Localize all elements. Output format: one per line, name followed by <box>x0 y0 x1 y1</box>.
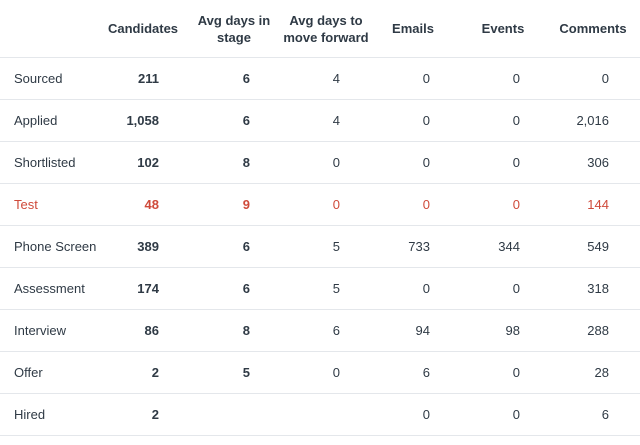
avg-days-in-stage: 5 <box>242 365 250 380</box>
events-count: 0 <box>512 71 520 86</box>
comments-count: 0 <box>601 71 609 86</box>
emails-count: 0 <box>422 407 430 422</box>
table-row[interactable]: Test 48 9 0 0 0 144 <box>0 184 640 226</box>
comments-count: 306 <box>587 155 609 170</box>
comments-count: 549 <box>587 239 609 254</box>
avg-days-move-forward: 5 <box>332 239 340 254</box>
table-header: Candidates Avg days in stage Avg days to m… <box>0 0 640 58</box>
avg-days-move-forward: 4 <box>332 113 340 128</box>
header-stage <box>0 0 90 57</box>
table-body: Sourced 211 6 4 0 0 0 Applied 1,058 6 4 0 0 2,016 Shor… <box>0 58 640 436</box>
header-avg-days-move-forward[interactable]: Avg days to move forward <box>283 12 369 45</box>
candidates-count: 2 <box>151 365 159 380</box>
avg-days-move-forward: 0 <box>332 197 340 212</box>
stage-name[interactable]: Applied <box>14 113 58 128</box>
stage-name[interactable]: Shortlisted <box>14 155 76 170</box>
table-row[interactable]: Offer 2 5 0 6 0 28 <box>0 352 640 394</box>
events-count: 98 <box>505 323 520 338</box>
stage-name[interactable]: Sourced <box>14 71 63 86</box>
events-count: 344 <box>498 239 520 254</box>
stage-name[interactable]: Interview <box>14 323 67 338</box>
candidates-count: 102 <box>137 155 159 170</box>
avg-days-in-stage: 6 <box>242 71 250 86</box>
table-row[interactable]: Shortlisted 102 8 0 0 0 306 <box>0 142 640 184</box>
candidates-count: 389 <box>137 239 159 254</box>
table-row[interactable]: Interview 86 8 6 94 98 288 <box>0 310 640 352</box>
table-row[interactable]: Hired 2 0 0 6 <box>0 394 640 436</box>
avg-days-move-forward: 5 <box>332 281 340 296</box>
events-count: 0 <box>512 155 520 170</box>
events-count: 0 <box>512 281 520 296</box>
avg-days-in-stage: 6 <box>242 239 250 254</box>
comments-count: 28 <box>594 365 609 380</box>
emails-count: 0 <box>422 155 430 170</box>
candidates-count: 1,058 <box>126 113 159 128</box>
candidates-count: 48 <box>144 197 159 212</box>
comments-count: 144 <box>587 197 609 212</box>
comments-count: 288 <box>587 323 609 338</box>
emails-count: 0 <box>422 197 430 212</box>
emails-count: 733 <box>408 239 430 254</box>
avg-days-in-stage: 6 <box>242 281 250 296</box>
avg-days-in-stage: 9 <box>242 197 250 212</box>
header-emails[interactable]: Emails <box>392 21 434 36</box>
comments-count: 6 <box>601 407 609 422</box>
events-count: 0 <box>512 113 520 128</box>
stage-name[interactable]: Hired <box>14 407 46 422</box>
pipeline-stats-table: Candidates Avg days in stage Avg days to m… <box>0 0 640 436</box>
table-row[interactable]: Applied 1,058 6 4 0 0 2,016 <box>0 100 640 142</box>
avg-days-move-forward: 6 <box>332 323 340 338</box>
events-count: 0 <box>512 365 520 380</box>
emails-count: 0 <box>422 113 430 128</box>
table-row[interactable]: Assessment 174 6 5 0 0 318 <box>0 268 640 310</box>
candidates-count: 86 <box>144 323 159 338</box>
header-avg-days-in-stage[interactable]: Avg days in stage <box>197 12 271 45</box>
stage-name[interactable]: Phone Screen <box>14 239 97 254</box>
candidates-count: 211 <box>138 71 159 86</box>
table-row[interactable]: Phone Screen 389 6 5 733 344 549 <box>0 226 640 268</box>
events-count: 0 <box>512 197 520 212</box>
stage-name[interactable]: Offer <box>14 365 43 380</box>
candidates-count: 174 <box>137 281 159 296</box>
header-events[interactable]: Events <box>481 21 525 36</box>
comments-count: 2,016 <box>576 113 609 128</box>
header-comments[interactable]: Comments <box>559 21 627 36</box>
emails-count: 94 <box>415 323 430 338</box>
avg-days-move-forward: 4 <box>332 71 340 86</box>
header-candidates[interactable]: Candidates <box>107 21 179 36</box>
stage-name[interactable]: Test <box>14 197 38 212</box>
avg-days-in-stage: 8 <box>242 323 250 338</box>
avg-days-in-stage: 8 <box>242 155 250 170</box>
comments-count: 318 <box>587 281 609 296</box>
events-count: 0 <box>512 407 520 422</box>
avg-days-move-forward: 0 <box>332 155 340 170</box>
avg-days-in-stage: 6 <box>242 113 250 128</box>
table-row[interactable]: Sourced 211 6 4 0 0 0 <box>0 58 640 100</box>
candidates-count: 2 <box>151 407 159 422</box>
emails-count: 0 <box>422 71 430 86</box>
emails-count: 0 <box>422 281 430 296</box>
emails-count: 6 <box>422 365 430 380</box>
avg-days-move-forward: 0 <box>332 365 340 380</box>
stage-name[interactable]: Assessment <box>14 281 85 296</box>
